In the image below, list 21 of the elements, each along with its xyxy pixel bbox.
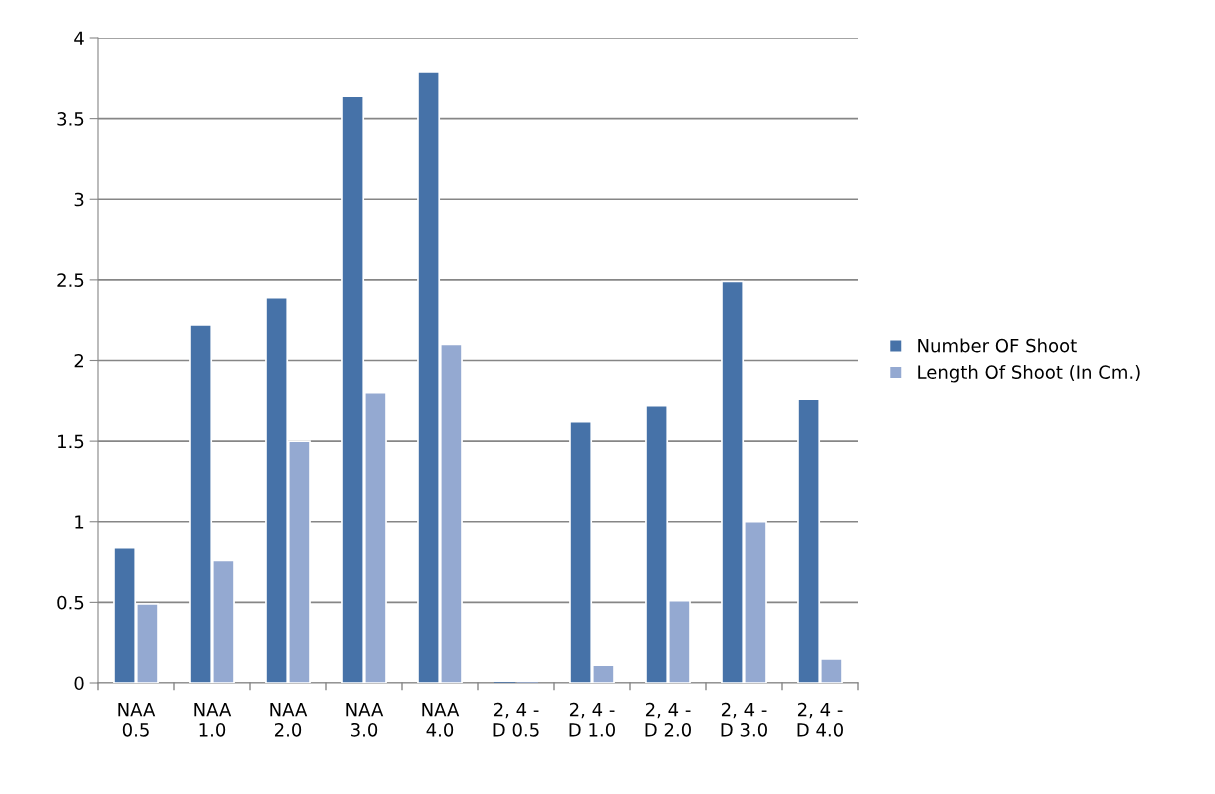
legend-label: Number OF Shoot	[918, 338, 1077, 353]
y-tick-label: 1.5	[58, 434, 84, 449]
x-tick-label: 2, 4 - D 1.0	[569, 702, 615, 737]
x-tick-label: 2, 4 - D 4.0	[797, 702, 843, 737]
legend-label: Length Of Shoot (In Cm.)	[918, 365, 1140, 383]
x-tick-label: NAA 3.0	[346, 703, 384, 737]
x-tick-label: NAA 1.0	[194, 703, 232, 737]
y-tick-label: 2.5	[57, 273, 84, 287]
x-tick-label: 2, 4 - D 2.0	[645, 702, 691, 737]
y-tick-label: 3	[74, 192, 84, 207]
y-tick-label: 3.5	[57, 112, 84, 126]
y-tick-label: 1	[75, 515, 84, 529]
x-tick-label: NAA 0.5	[118, 703, 156, 737]
y-tick-label: 0	[74, 676, 84, 691]
x-tick-label: 2, 4 - D 0.5	[493, 702, 539, 737]
y-tick-label: 0.5	[57, 595, 84, 610]
y-tick-label: 2	[74, 353, 83, 368]
x-tick-label: NAA 4.0	[422, 703, 460, 737]
x-tick-label: 2, 4 - D 3.0	[721, 702, 767, 737]
y-tick-label: 4	[74, 31, 84, 45]
x-tick-label: NAA 2.0	[270, 703, 308, 737]
